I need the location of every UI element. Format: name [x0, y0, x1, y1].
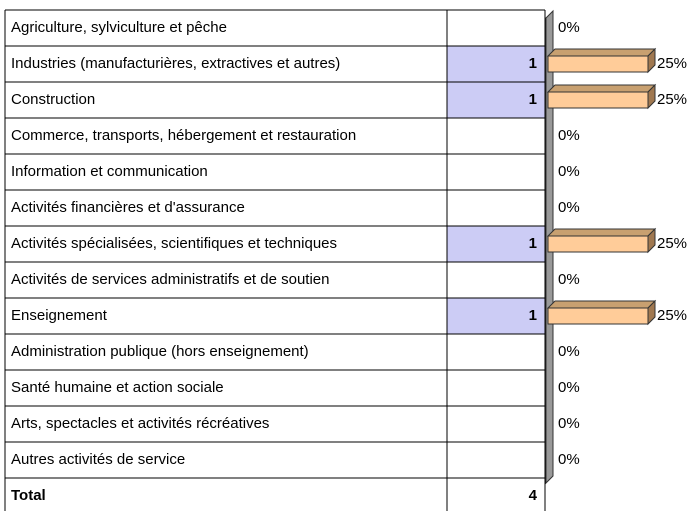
percent-label: 0% [558, 343, 580, 360]
percent-label: 0% [558, 19, 580, 36]
count: 1 [529, 307, 537, 324]
percent-label: 0% [558, 127, 580, 144]
count-cell [447, 226, 545, 262]
percent-label: 0% [558, 415, 580, 432]
bar [547, 235, 649, 253]
count-cell [447, 46, 545, 82]
row-label: Commerce, transports, hébergement et res… [11, 127, 356, 144]
bar-top [546, 84, 657, 93]
bar-top [546, 300, 657, 309]
row-label: Enseignement [11, 307, 108, 324]
percent-label: 25% [657, 55, 687, 72]
bar [547, 55, 649, 73]
count: 1 [529, 235, 537, 252]
percent-label: 25% [657, 91, 687, 108]
bar [547, 91, 649, 109]
percent-label: 0% [558, 451, 580, 468]
percent-label: 0% [558, 199, 580, 216]
count: 1 [529, 55, 537, 72]
percent-label: 25% [657, 307, 687, 324]
percent-label: 25% [657, 235, 687, 252]
row-label: Information et communication [11, 163, 208, 180]
row-label: Autres activités de service [11, 451, 185, 468]
bar-top [546, 48, 657, 57]
row-label: Administration publique (hors enseigneme… [11, 343, 309, 360]
row-label: Activités financières et d'assurance [11, 199, 245, 216]
count: 1 [529, 91, 537, 108]
count-cell [447, 298, 545, 334]
bar [547, 307, 649, 325]
row-label: Activités de services administratifs et … [11, 271, 329, 288]
bar-top [546, 228, 657, 237]
total-label: Total [11, 487, 46, 504]
count-cell [447, 82, 545, 118]
percent-label: 0% [558, 271, 580, 288]
row-label: Industries (manufacturières, extractives… [11, 55, 340, 72]
percent-label: 0% [558, 163, 580, 180]
row-label: Construction [11, 91, 95, 108]
row-label: Agriculture, sylviculture et pêche [11, 19, 227, 36]
total-count: 4 [529, 487, 538, 504]
row-label: Arts, spectacles et activités récréative… [11, 415, 269, 432]
row-label: Activités spécialisées, scientifiques et… [11, 235, 337, 252]
row-label: Santé humaine et action sociale [11, 379, 224, 396]
percent-label: 0% [558, 379, 580, 396]
